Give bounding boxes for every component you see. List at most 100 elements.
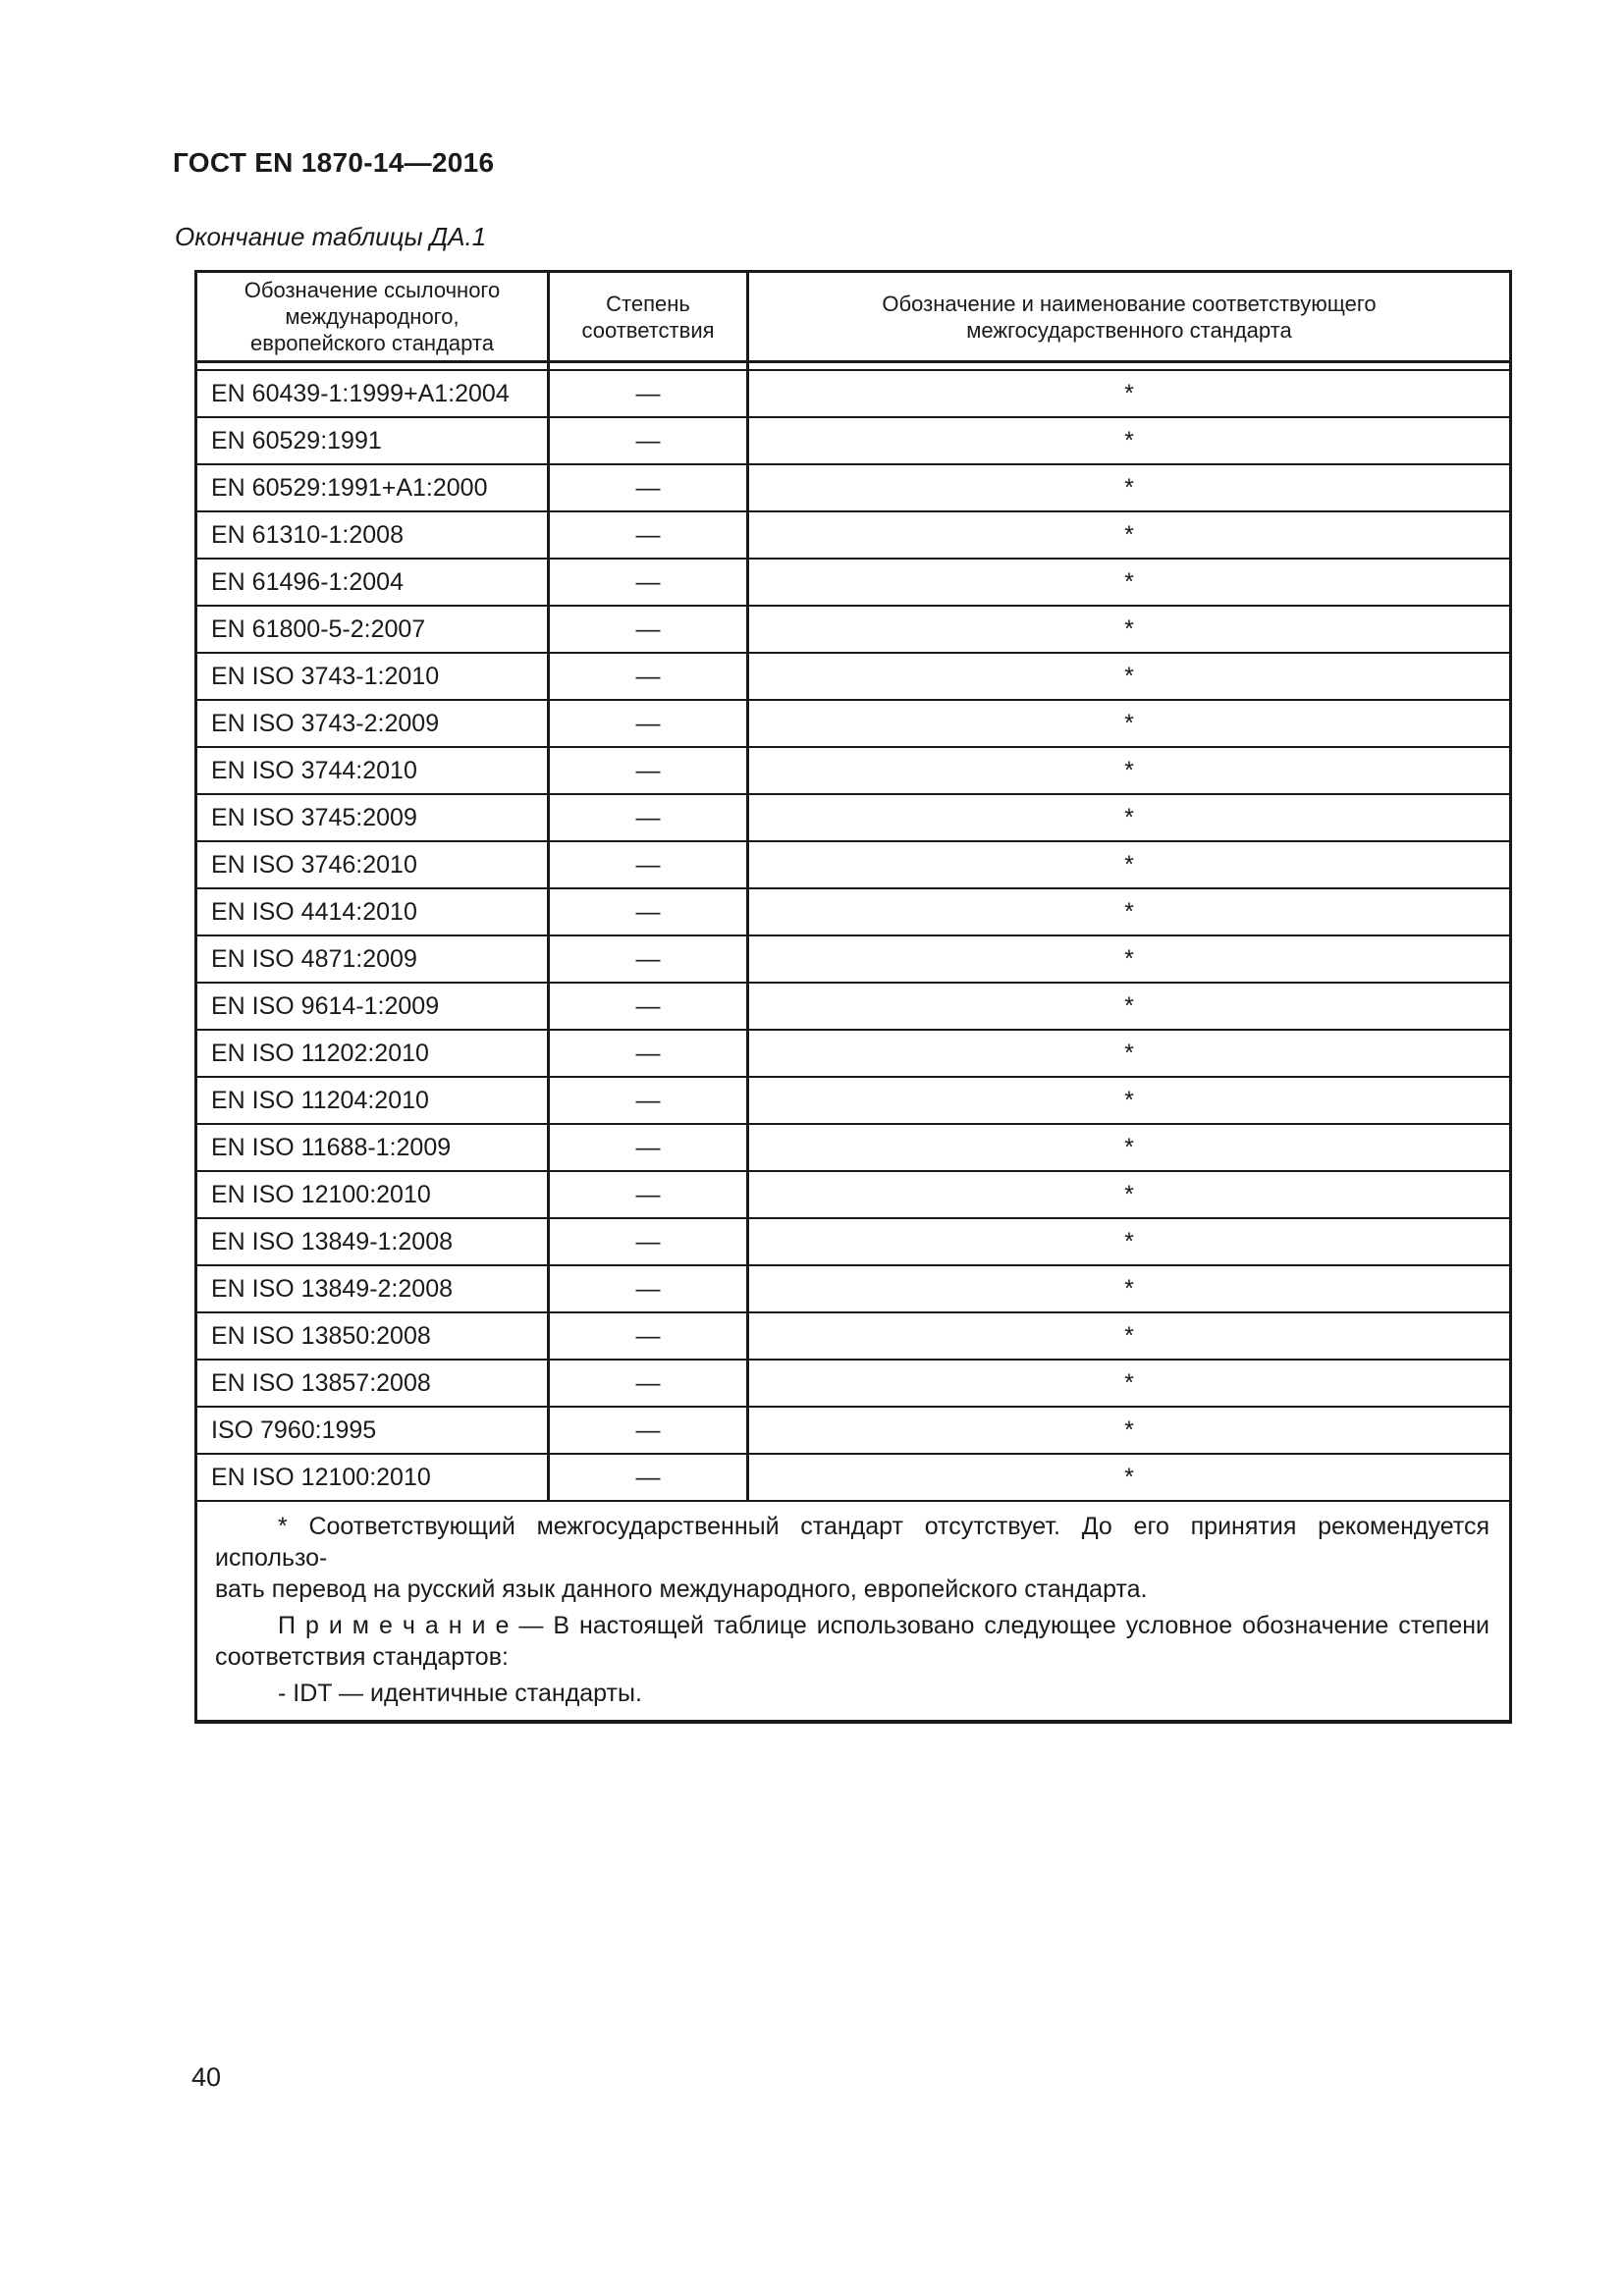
degree-cell: — [547,982,749,1031]
degree-cell: — [547,1076,749,1125]
standard-cell: EN 60439-1:1999+A1:2004 [194,369,550,418]
interstate-cell: * [746,746,1512,795]
table-row: EN ISO 4871:2009— * [194,934,1512,984]
degree-cell: — [547,1217,749,1266]
degree-cell: — [547,699,749,748]
standard-cell: EN ISO 3743-2:2009 [194,699,550,748]
standard-cell: ISO 7960:1995 [194,1406,550,1455]
interstate-cell: * [746,652,1512,701]
table-row: EN 61800-5-2:2007— * [194,605,1512,654]
interstate-cell: * [746,1076,1512,1125]
interstate-cell: * [746,1359,1512,1408]
standard-cell: EN ISO 12100:2010 [194,1170,550,1219]
interstate-cell: * [746,369,1512,418]
table-body: EN 60439-1:1999+A1:2004— * EN 60529:1991— *… [194,369,1512,1502]
page-title: ГОСТ EN 1870-14—2016 [173,147,495,178]
table-row: EN ISO 11204:2010— * [194,1076,1512,1125]
standard-cell: EN ISO 13850:2008 [194,1311,550,1361]
standard-cell: EN ISO 3743-1:2010 [194,652,550,701]
column-header-reference-standard: Обозначение ссылочного международного, е… [194,270,550,363]
table-row: EN ISO 3744:2010— * [194,746,1512,795]
table-row: EN ISO 9614-1:2009— * [194,982,1512,1031]
degree-cell: — [547,463,749,512]
interstate-cell: * [746,416,1512,465]
interstate-cell: * [746,982,1512,1031]
standard-cell: EN 61800-5-2:2007 [194,605,550,654]
table-row: EN ISO 11202:2010— * [194,1029,1512,1078]
degree-cell: — [547,1311,749,1361]
column-header-interstate-standard: Обозначение и наименование соответствующ… [746,270,1512,363]
standard-cell: EN ISO 13857:2008 [194,1359,550,1408]
footnote-paragraph: П р и м е ч а н и е — В настоящей таблиц… [215,1610,1489,1673]
table-row: EN 61496-1:2004— * [194,558,1512,607]
interstate-cell: * [746,793,1512,842]
footnote-paragraph: * Соответствующий межгосударственный ста… [215,1511,1489,1605]
standard-cell: EN ISO 9614-1:2009 [194,982,550,1031]
table-row: EN ISO 11688-1:2009— * [194,1123,1512,1172]
footnote-line: П р и м е ч а н и е — В настоящей таблиц… [278,1612,1489,1639]
degree-cell: — [547,1123,749,1172]
table-header-row: Обозначение ссылочного международного, е… [194,270,1512,363]
standard-cell: EN ISO 3746:2010 [194,840,550,889]
degree-cell: — [547,1453,749,1502]
degree-cell: — [547,887,749,936]
table-row: ISO 7960:1995— * [194,1406,1512,1455]
interstate-cell: * [746,1406,1512,1455]
footnote-line: * Соответствующий межгосударственный ста… [215,1513,1489,1572]
table-row: EN ISO 4414:2010— * [194,887,1512,936]
table-row: EN ISO 13849-1:2008— * [194,1217,1512,1266]
interstate-cell: * [746,1264,1512,1313]
table-row: EN ISO 13850:2008— * [194,1311,1512,1361]
table-row: EN ISO 3743-2:2009— * [194,699,1512,748]
standard-cell: EN ISO 13849-1:2008 [194,1217,550,1266]
table-row: EN ISO 13857:2008— * [194,1359,1512,1408]
degree-cell: — [547,605,749,654]
degree-cell: — [547,652,749,701]
page-number: 40 [191,2062,222,2092]
interstate-cell: * [746,1170,1512,1219]
standard-cell: EN ISO 3744:2010 [194,746,550,795]
degree-cell: — [547,416,749,465]
column-header-conformity-degree: Степень соответствия [547,270,749,363]
standard-cell: EN ISO 4871:2009 [194,934,550,984]
standard-cell: EN ISO 11688-1:2009 [194,1123,550,1172]
interstate-cell: * [746,699,1512,748]
interstate-cell: * [746,1217,1512,1266]
degree-cell: — [547,1029,749,1078]
table-row: EN ISO 3743-1:2010— * [194,652,1512,701]
interstate-cell: * [746,1123,1512,1172]
degree-cell: — [547,793,749,842]
degree-cell: — [547,369,749,418]
interstate-cell: * [746,1311,1512,1361]
interstate-cell: * [746,934,1512,984]
table-footnote-row: * Соответствующий межгосударственный ста… [194,1500,1512,1724]
footnote-line: - IDT — идентичные стандарты. [278,1680,642,1707]
table-row: EN ISO 3746:2010— * [194,840,1512,889]
standard-cell: EN ISO 13849-2:2008 [194,1264,550,1313]
interstate-cell: * [746,1029,1512,1078]
interstate-cell: * [746,840,1512,889]
interstate-cell: * [746,463,1512,512]
footnote-paragraph: - IDT — идентичные стандарты. [215,1678,1489,1709]
standard-cell: EN ISO 11202:2010 [194,1029,550,1078]
degree-cell: — [547,1406,749,1455]
standard-cell: EN 61310-1:2008 [194,510,550,560]
interstate-cell: * [746,605,1512,654]
standard-cell: EN 60529:1991+A1:2000 [194,463,550,512]
degree-cell: — [547,1264,749,1313]
correspondence-table: Обозначение ссылочного международного, е… [194,270,1512,1724]
table-row: EN ISO 12100:2010— * [194,1453,1512,1502]
footnote-line: соответствия стандартов: [215,1643,509,1671]
interstate-cell: * [746,1453,1512,1502]
table-row: EN 61310-1:2008— * [194,510,1512,560]
standard-cell: EN ISO 11204:2010 [194,1076,550,1125]
table-row: EN 60439-1:1999+A1:2004— * [194,369,1512,418]
degree-cell: — [547,934,749,984]
table-footnotes: * Соответствующий межгосударственный ста… [194,1500,1512,1724]
standard-cell: EN ISO 12100:2010 [194,1453,550,1502]
degree-cell: — [547,1359,749,1408]
standard-cell: EN 61496-1:2004 [194,558,550,607]
table-caption: Окончание таблицы ДА.1 [175,222,487,251]
table-row: EN ISO 3745:2009— * [194,793,1512,842]
